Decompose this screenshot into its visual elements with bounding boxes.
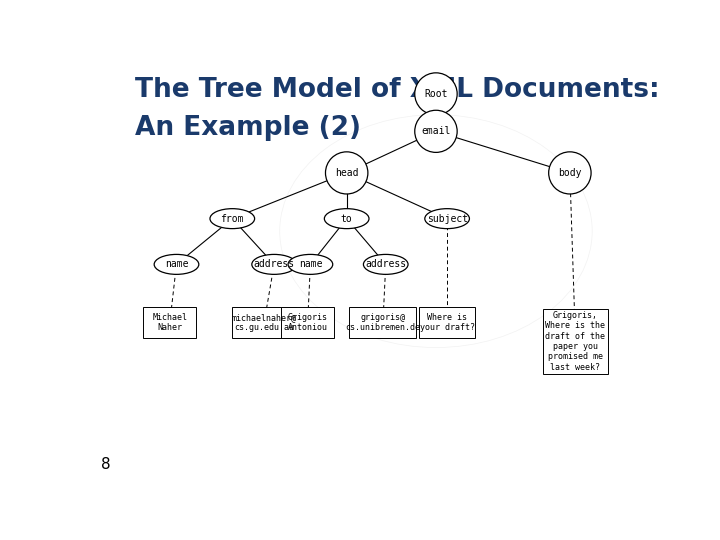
- Text: subject: subject: [426, 214, 468, 224]
- Text: body: body: [558, 168, 582, 178]
- Ellipse shape: [252, 254, 297, 274]
- Ellipse shape: [154, 254, 199, 274]
- Text: to: to: [341, 214, 353, 224]
- Ellipse shape: [425, 208, 469, 228]
- Ellipse shape: [325, 152, 368, 194]
- FancyBboxPatch shape: [419, 307, 475, 338]
- Ellipse shape: [549, 152, 591, 194]
- Text: Grigoris
Antoniou: Grigoris Antoniou: [287, 313, 328, 332]
- Ellipse shape: [415, 110, 457, 152]
- Text: Where is
your draft?: Where is your draft?: [420, 313, 474, 332]
- FancyBboxPatch shape: [544, 309, 608, 374]
- Text: grigoris@
cs.unibremen.de: grigoris@ cs.unibremen.de: [346, 313, 420, 332]
- Ellipse shape: [288, 254, 333, 274]
- Ellipse shape: [324, 208, 369, 228]
- Text: michaelnaher@
cs.gu.edu.au: michaelnaher@ cs.gu.edu.au: [232, 313, 297, 332]
- Text: Grigoris,
Where is the
draft of the
paper you
promised me
last week?: Grigoris, Where is the draft of the pape…: [546, 311, 606, 372]
- Text: 8: 8: [101, 457, 111, 472]
- Text: head: head: [335, 168, 359, 178]
- Text: Root: Root: [424, 89, 448, 99]
- Text: address: address: [253, 259, 294, 269]
- FancyBboxPatch shape: [281, 307, 334, 338]
- Text: An Example (2): An Example (2): [135, 114, 361, 141]
- Text: email: email: [421, 126, 451, 136]
- FancyBboxPatch shape: [349, 307, 416, 338]
- Text: from: from: [220, 214, 244, 224]
- Ellipse shape: [415, 73, 457, 115]
- FancyBboxPatch shape: [143, 307, 197, 338]
- Text: Michael
Naher: Michael Naher: [153, 313, 187, 332]
- FancyBboxPatch shape: [232, 307, 296, 338]
- Text: name: name: [299, 259, 322, 269]
- Ellipse shape: [210, 208, 255, 228]
- Ellipse shape: [364, 254, 408, 274]
- Text: The Tree Model of XML Documents:: The Tree Model of XML Documents:: [135, 77, 660, 103]
- Text: name: name: [165, 259, 188, 269]
- Text: address: address: [365, 259, 406, 269]
